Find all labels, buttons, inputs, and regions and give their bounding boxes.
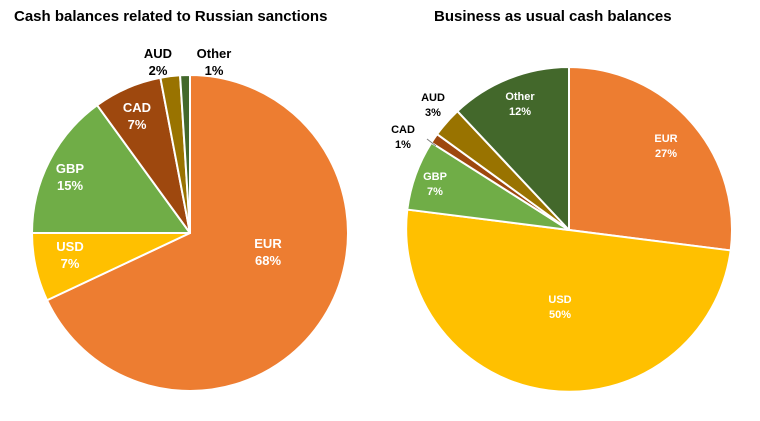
slice-name-other: Other [197, 46, 232, 61]
slice-value-other: 12% [509, 106, 531, 118]
slice-value-cad: 1% [395, 139, 411, 151]
pie-chart-sanctions: EUR 68% USD 7% GBP 15% CAD 7% AUD 2% Other 1% [31, 46, 350, 392]
data-label-eur: EUR 27% [654, 133, 677, 160]
data-label-other: Other 1% [197, 46, 232, 78]
slice-value-cad: 7% [128, 117, 147, 132]
slice-name-other: Other [505, 91, 535, 103]
data-label-eur: EUR 68% [254, 236, 282, 268]
data-label-gbp: GBP 7% [423, 171, 447, 198]
data-label-cad: CAD 7% [123, 100, 151, 132]
data-label-gbp: GBP 15% [56, 161, 85, 193]
slice-name-aud: AUD [144, 46, 172, 61]
data-label-cad: CAD 1% [391, 124, 415, 151]
pie-slice-eur [568, 66, 733, 252]
pie-slice-other [179, 73, 191, 234]
slice-value-gbp: 7% [427, 186, 443, 198]
data-label-usd: USD 50% [548, 294, 571, 321]
slice-name-cad: CAD [123, 100, 151, 115]
slice-value-aud: 3% [425, 107, 441, 119]
slice-value-usd: 7% [61, 256, 80, 271]
slice-name-aud: AUD [421, 92, 445, 104]
pie-slice-other [456, 66, 570, 231]
slice-value-eur: 27% [655, 148, 677, 160]
pie-slice-gbp [31, 104, 191, 234]
data-label-aud: AUD 2% [144, 46, 172, 78]
left-chart-title: Cash balances related to Russian sanctio… [14, 8, 328, 25]
slice-value-other: 1% [205, 63, 224, 78]
slice-value-gbp: 15% [57, 178, 83, 193]
slice-value-aud: 2% [149, 63, 168, 78]
slice-value-usd: 50% [549, 309, 571, 321]
leader-line-cad [426, 138, 437, 147]
slice-name-usd: USD [548, 294, 571, 306]
slice-name-eur: EUR [254, 236, 282, 251]
slice-name-gbp: GBP [56, 161, 85, 176]
data-label-aud: AUD 3% [421, 92, 445, 119]
data-label-usd: USD 7% [56, 239, 83, 271]
pie-slice-eur [46, 74, 350, 392]
slice-name-cad: CAD [391, 124, 415, 136]
slice-name-usd: USD [56, 239, 83, 254]
pie-chart-business-as-usual: EUR 27% USD 50% GBP 7% CAD 1% AUD 3% Other 12% [391, 66, 733, 393]
slice-name-eur: EUR [654, 133, 677, 145]
data-label-other: Other 12% [505, 91, 535, 118]
slice-value-eur: 68% [255, 253, 281, 268]
right-chart-title: Business as usual cash balances [434, 8, 672, 25]
pie-slice-usd [405, 208, 732, 393]
slice-name-gbp: GBP [423, 171, 447, 183]
